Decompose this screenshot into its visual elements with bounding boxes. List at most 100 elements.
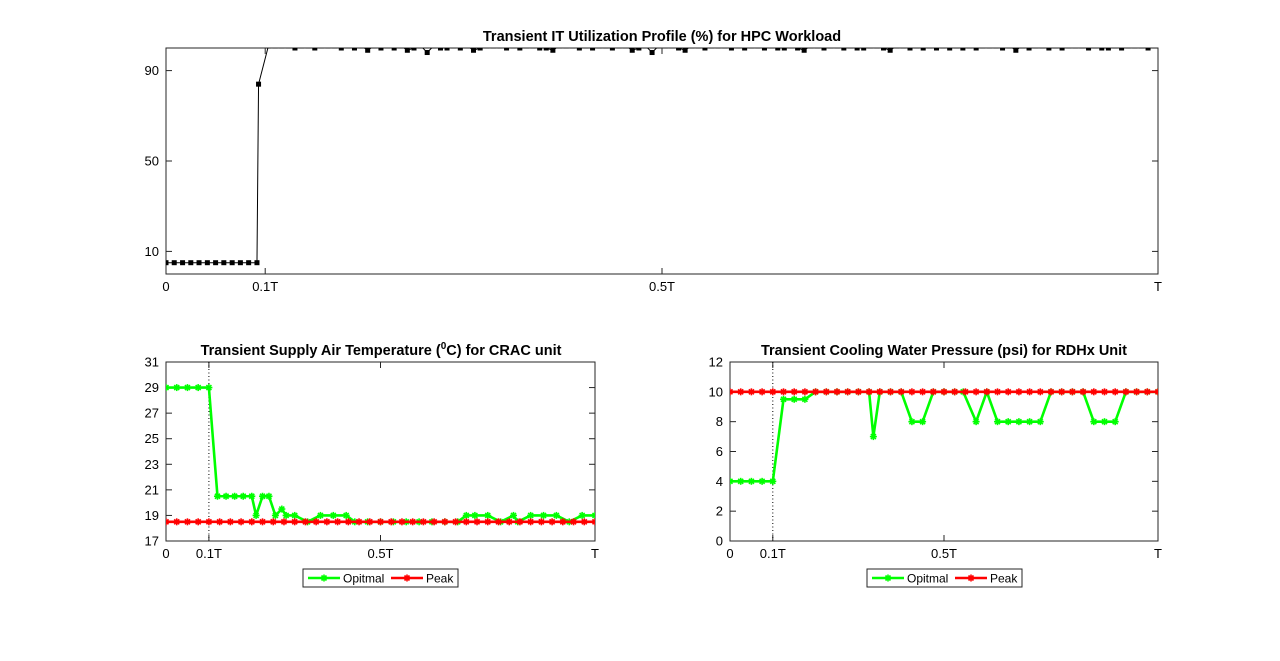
data-point (259, 518, 267, 526)
data-point (194, 518, 202, 526)
data-point (737, 477, 745, 485)
data-point (603, 48, 609, 49)
data-point (940, 388, 948, 396)
data-point (246, 260, 252, 266)
data-point (1068, 388, 1076, 396)
data-point (196, 260, 202, 266)
data-point (387, 518, 395, 526)
data-point (884, 574, 892, 582)
data-point (1101, 418, 1108, 426)
data-point (464, 48, 470, 49)
data-point (216, 518, 224, 526)
data-point (1004, 388, 1012, 396)
data-point (780, 388, 787, 396)
data-point (735, 48, 741, 49)
data-point (557, 48, 563, 49)
x-tick-label: 0 (162, 279, 169, 294)
legend-item-opitmal: Opitmal (308, 571, 384, 585)
data-point (795, 48, 801, 51)
y-tick-label: 12 (709, 355, 723, 370)
data-point (371, 48, 377, 49)
data-point (204, 260, 210, 266)
data-point (237, 518, 245, 526)
data-point (1112, 48, 1118, 49)
data-point (808, 48, 814, 49)
data-point (609, 48, 615, 51)
data-point (897, 388, 905, 396)
data-point (552, 511, 560, 519)
data-point (530, 48, 536, 49)
data-point (781, 48, 787, 51)
data-point (758, 477, 766, 485)
legend: Opitmal Peak (302, 568, 459, 588)
data-point (822, 388, 830, 396)
data-point (431, 48, 437, 49)
data-point (320, 574, 328, 582)
supply-air-temperature-chart: Transient Supply Air Temperature (0C) fo… (145, 341, 599, 588)
data-point (351, 48, 357, 51)
data-point (986, 48, 992, 49)
y-tick-label: 17 (145, 534, 159, 549)
data-point (689, 48, 695, 49)
title-part-2: C) for CRAC unit (446, 343, 561, 359)
x-tick-label: 0.1T (196, 546, 222, 561)
data-point (629, 48, 635, 53)
data-point (854, 48, 860, 51)
data-point (265, 48, 271, 49)
legend: Opitmal Peak (866, 568, 1023, 588)
cooling-water-pressure-title: Transient Cooling Water Pressure (psi) f… (761, 343, 1127, 359)
data-point (183, 518, 191, 526)
data-point (728, 48, 734, 51)
data-point (869, 433, 877, 441)
data-point (484, 511, 492, 519)
data-point (301, 518, 309, 526)
data-point (272, 48, 278, 49)
data-point (748, 48, 754, 49)
data-point (1047, 388, 1055, 396)
data-point (398, 48, 404, 49)
data-point (444, 48, 450, 51)
data-point (834, 48, 840, 49)
data-point (919, 418, 927, 426)
data-point (1036, 388, 1044, 396)
data-point (166, 518, 170, 526)
data-point (623, 48, 629, 49)
data-point (248, 492, 256, 500)
data-point (1090, 388, 1098, 396)
data-point (1033, 48, 1039, 49)
data-point (596, 48, 602, 49)
it-utilization-chart: Transient IT Utilization Profile (%) for… (145, 29, 1162, 294)
data-point (737, 388, 745, 396)
y-tick-label: 31 (145, 355, 159, 370)
data-point (404, 48, 410, 53)
data-point (180, 260, 186, 266)
x-tick-label: T (591, 546, 599, 561)
data-point (1006, 48, 1012, 49)
data-point (462, 518, 470, 526)
data-point (1026, 48, 1032, 51)
data-point (887, 48, 893, 53)
data-point (231, 492, 239, 500)
data-point (908, 388, 916, 396)
data-point (457, 48, 463, 51)
data-point (329, 511, 337, 519)
data-point (940, 48, 946, 49)
y-tick-label: 25 (145, 431, 159, 446)
data-point (1154, 388, 1158, 396)
data-point (972, 388, 980, 396)
data-point (256, 81, 262, 87)
y-tick-label: 27 (145, 406, 159, 421)
data-point (769, 477, 777, 485)
data-point (1111, 418, 1119, 426)
data-point (1101, 388, 1108, 396)
x-tick-label: 0.1T (760, 546, 786, 561)
data-point (676, 48, 682, 51)
legend-box (302, 568, 459, 588)
data-point (642, 48, 648, 49)
data-point (983, 388, 991, 396)
data-point (345, 48, 351, 49)
data-point (755, 48, 761, 49)
legend-label: Opitmal (343, 571, 384, 585)
series-peak (166, 518, 595, 526)
data-point (1059, 48, 1065, 51)
